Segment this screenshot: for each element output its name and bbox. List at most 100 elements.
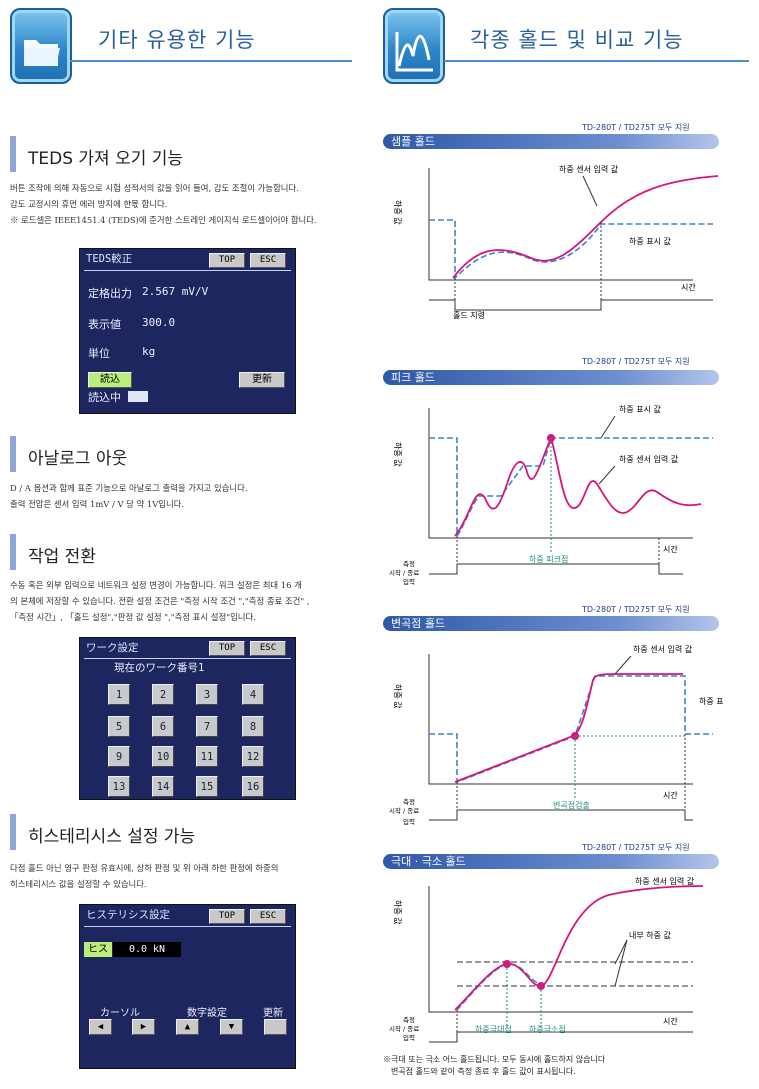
analog-description: D / A 옵션과 함께 표준 기능으로 아날로그 출력을 가지고 있습니다. 출… xyxy=(10,483,248,509)
input-annotation: 하중 센서 입력 값 xyxy=(635,876,695,886)
work-number-button[interactable]: 7 xyxy=(196,716,218,737)
esc-button[interactable]: ESC xyxy=(250,253,286,268)
work-number-button[interactable]: 9 xyxy=(108,746,130,767)
rated-output-value: 2.567 mV/V xyxy=(142,285,209,298)
work-number-button[interactable]: 1 xyxy=(108,684,130,705)
control-label: 측정 xyxy=(403,1015,415,1024)
work-number-button[interactable]: 8 xyxy=(242,716,264,737)
display-value-line xyxy=(456,963,542,1011)
control-label: 측정 xyxy=(403,797,415,806)
top-button[interactable]: TOP xyxy=(209,641,245,656)
esc-button[interactable]: ESC xyxy=(250,909,286,924)
right-header-title: 각종 홀드 및 비교 기능 xyxy=(470,28,684,52)
input-curve xyxy=(452,175,719,279)
y-axis-label: 하중 값 xyxy=(393,442,403,467)
work-number-button[interactable]: 6 xyxy=(152,716,174,737)
input-curve xyxy=(454,673,683,783)
display-value-line xyxy=(429,437,713,539)
peak-point-label: 하중 피크점 xyxy=(529,554,568,564)
internal-value-line xyxy=(457,961,693,987)
input-curve xyxy=(454,885,704,1011)
section-marker xyxy=(10,534,16,570)
support-label: TD-280T / TD275T 모두 지원 xyxy=(582,123,690,132)
y-axis-label: 하중 값 xyxy=(393,684,403,709)
work-number-button[interactable]: 10 xyxy=(152,746,174,767)
update-button[interactable] xyxy=(264,1019,287,1035)
work-number-button[interactable]: 11 xyxy=(196,746,218,767)
work-number-button[interactable]: 16 xyxy=(242,776,264,797)
control-label: 입력 xyxy=(403,578,415,586)
min-point-label: 하중극소점 xyxy=(529,1024,566,1034)
display-value-line xyxy=(429,219,713,280)
control-label: 시작 / 종료 xyxy=(389,568,419,577)
cursor-left-button[interactable]: ◀ xyxy=(89,1019,112,1035)
hysteresis-value-field[interactable]: 0.0 kN xyxy=(113,942,181,957)
work-number-button[interactable]: 15 xyxy=(196,776,218,797)
support-label: TD-280T / TD275T 모두 지원 xyxy=(582,605,690,614)
work-screen: ワーク設定 TOP ESC 現在のワーク番号1 1 2 3 4 5 6 7 8 9 10 11 12 1… xyxy=(79,637,296,800)
max-min-hold-header: 극대 · 극소 홀드 xyxy=(383,854,719,869)
rated-output-label: 定格出力 xyxy=(88,287,132,300)
waveform-icon xyxy=(383,8,445,84)
input-annotation: 하중 센서 입력 값 xyxy=(559,164,619,174)
max-min-hold-chart: 하중 값 시간 하중 센서 입력 값 내부 하중 값 하중극대점 하중극소점 측… xyxy=(389,876,704,1043)
top-button[interactable]: TOP xyxy=(209,909,245,924)
work-number-button[interactable]: 2 xyxy=(152,684,174,705)
screen-title: TEDS較正 xyxy=(86,253,133,265)
y-axis-label: 하중 값 xyxy=(393,200,403,225)
cursor-right-button[interactable]: ▶ xyxy=(132,1019,155,1035)
reading-status: 読込中 xyxy=(88,391,121,404)
screen-title: ワーク設定 xyxy=(86,642,139,654)
peak-hold-chart: 하중 값 시간 하중 표시 값 하중 센서 입력 값 하중 피크점 측정 시작 … xyxy=(389,404,713,586)
section-marker xyxy=(10,436,16,472)
support-label: TD-280T / TD275T 모두 지원 xyxy=(582,843,690,852)
control-label: 시작 / 종료 xyxy=(389,806,419,815)
work-number-button[interactable]: 5 xyxy=(108,716,130,737)
work-number-button[interactable]: 13 xyxy=(108,776,130,797)
display-value: 300.0 xyxy=(142,316,176,329)
teds-title: TEDS 가져 오기 기능 xyxy=(28,149,184,169)
hysteresis-title: 히스테리시스 설정 가능 xyxy=(28,827,196,847)
esc-button[interactable]: ESC xyxy=(250,641,286,656)
display-value-label: 表示値 xyxy=(88,318,121,331)
increment-button[interactable]: ▲ xyxy=(176,1019,199,1035)
sample-hold-chart: 하중 값 시간 하중 센서 입력 값 하중 표시 값 홀드 지령 xyxy=(393,164,719,320)
left-header-title: 기타 유용한 기능 xyxy=(98,28,256,52)
divider xyxy=(84,658,291,659)
hysteresis-tag: ヒス xyxy=(84,942,112,957)
left-header-rule xyxy=(70,60,352,62)
divider xyxy=(84,270,291,271)
read-button[interactable]: 読込 xyxy=(88,372,132,388)
control-label: 입력 xyxy=(403,1034,415,1042)
analog-title: 아날로그 아웃 xyxy=(28,449,128,469)
top-button[interactable]: TOP xyxy=(209,253,245,268)
control-label: 측정 xyxy=(403,559,415,568)
hold-command-label: 홀드 지령 xyxy=(453,310,485,320)
max-point-label: 하중극대점 xyxy=(475,1024,512,1034)
update-button[interactable]: 更新 xyxy=(239,372,285,388)
x-axis-label: 시간 xyxy=(663,1016,678,1026)
section-marker xyxy=(10,814,16,850)
support-label: TD-280T / TD275T 모두 지원 xyxy=(582,357,690,366)
work-number-button[interactable]: 4 xyxy=(242,684,264,705)
x-axis-label: 시간 xyxy=(663,544,678,554)
footnote: ※극대 또는 극소 어느 홀드됩니다. 모두 동시에 홀드하지 않습니다 변곡점… xyxy=(383,1055,606,1076)
hysteresis-description: 다점 홀드 아닌 영구 판정 유효시에, 상하 판정 및 위 아래 하한 판정에… xyxy=(10,863,279,889)
current-work-number: 現在のワーク番号1 xyxy=(114,662,205,674)
work-number-button[interactable]: 3 xyxy=(196,684,218,705)
screen-title: ヒステリシス設定 xyxy=(86,909,170,921)
y-axis-label: 하중 값 xyxy=(393,900,403,925)
work-number-button[interactable]: 14 xyxy=(152,776,174,797)
inflection-point-label: 변곡점검출 xyxy=(553,800,590,810)
inflection-hold-chart: 하중 값 시간 하중 센서 입력 값 하중 표시 값 변곡점검출 측정 시작 /… xyxy=(389,644,723,826)
right-header-rule xyxy=(444,60,749,62)
work-number-button[interactable]: 12 xyxy=(242,746,264,767)
control-label: 시작 / 종료 xyxy=(389,1024,419,1033)
number-setting-label: 数字設定 xyxy=(187,1008,227,1019)
hysteresis-screen: ヒステリシス設定 TOP ESC ヒス 0.0 kN カーソル 数字設定 更新 … xyxy=(79,904,296,1069)
folder-icon xyxy=(10,8,72,84)
display-annotation: 하중 표시 값 xyxy=(699,696,723,706)
decrement-button[interactable]: ▼ xyxy=(220,1019,243,1035)
sample-hold-header: 샘플 홀드 xyxy=(383,134,719,149)
internal-value-annotation: 내부 하중 값 xyxy=(629,930,672,940)
